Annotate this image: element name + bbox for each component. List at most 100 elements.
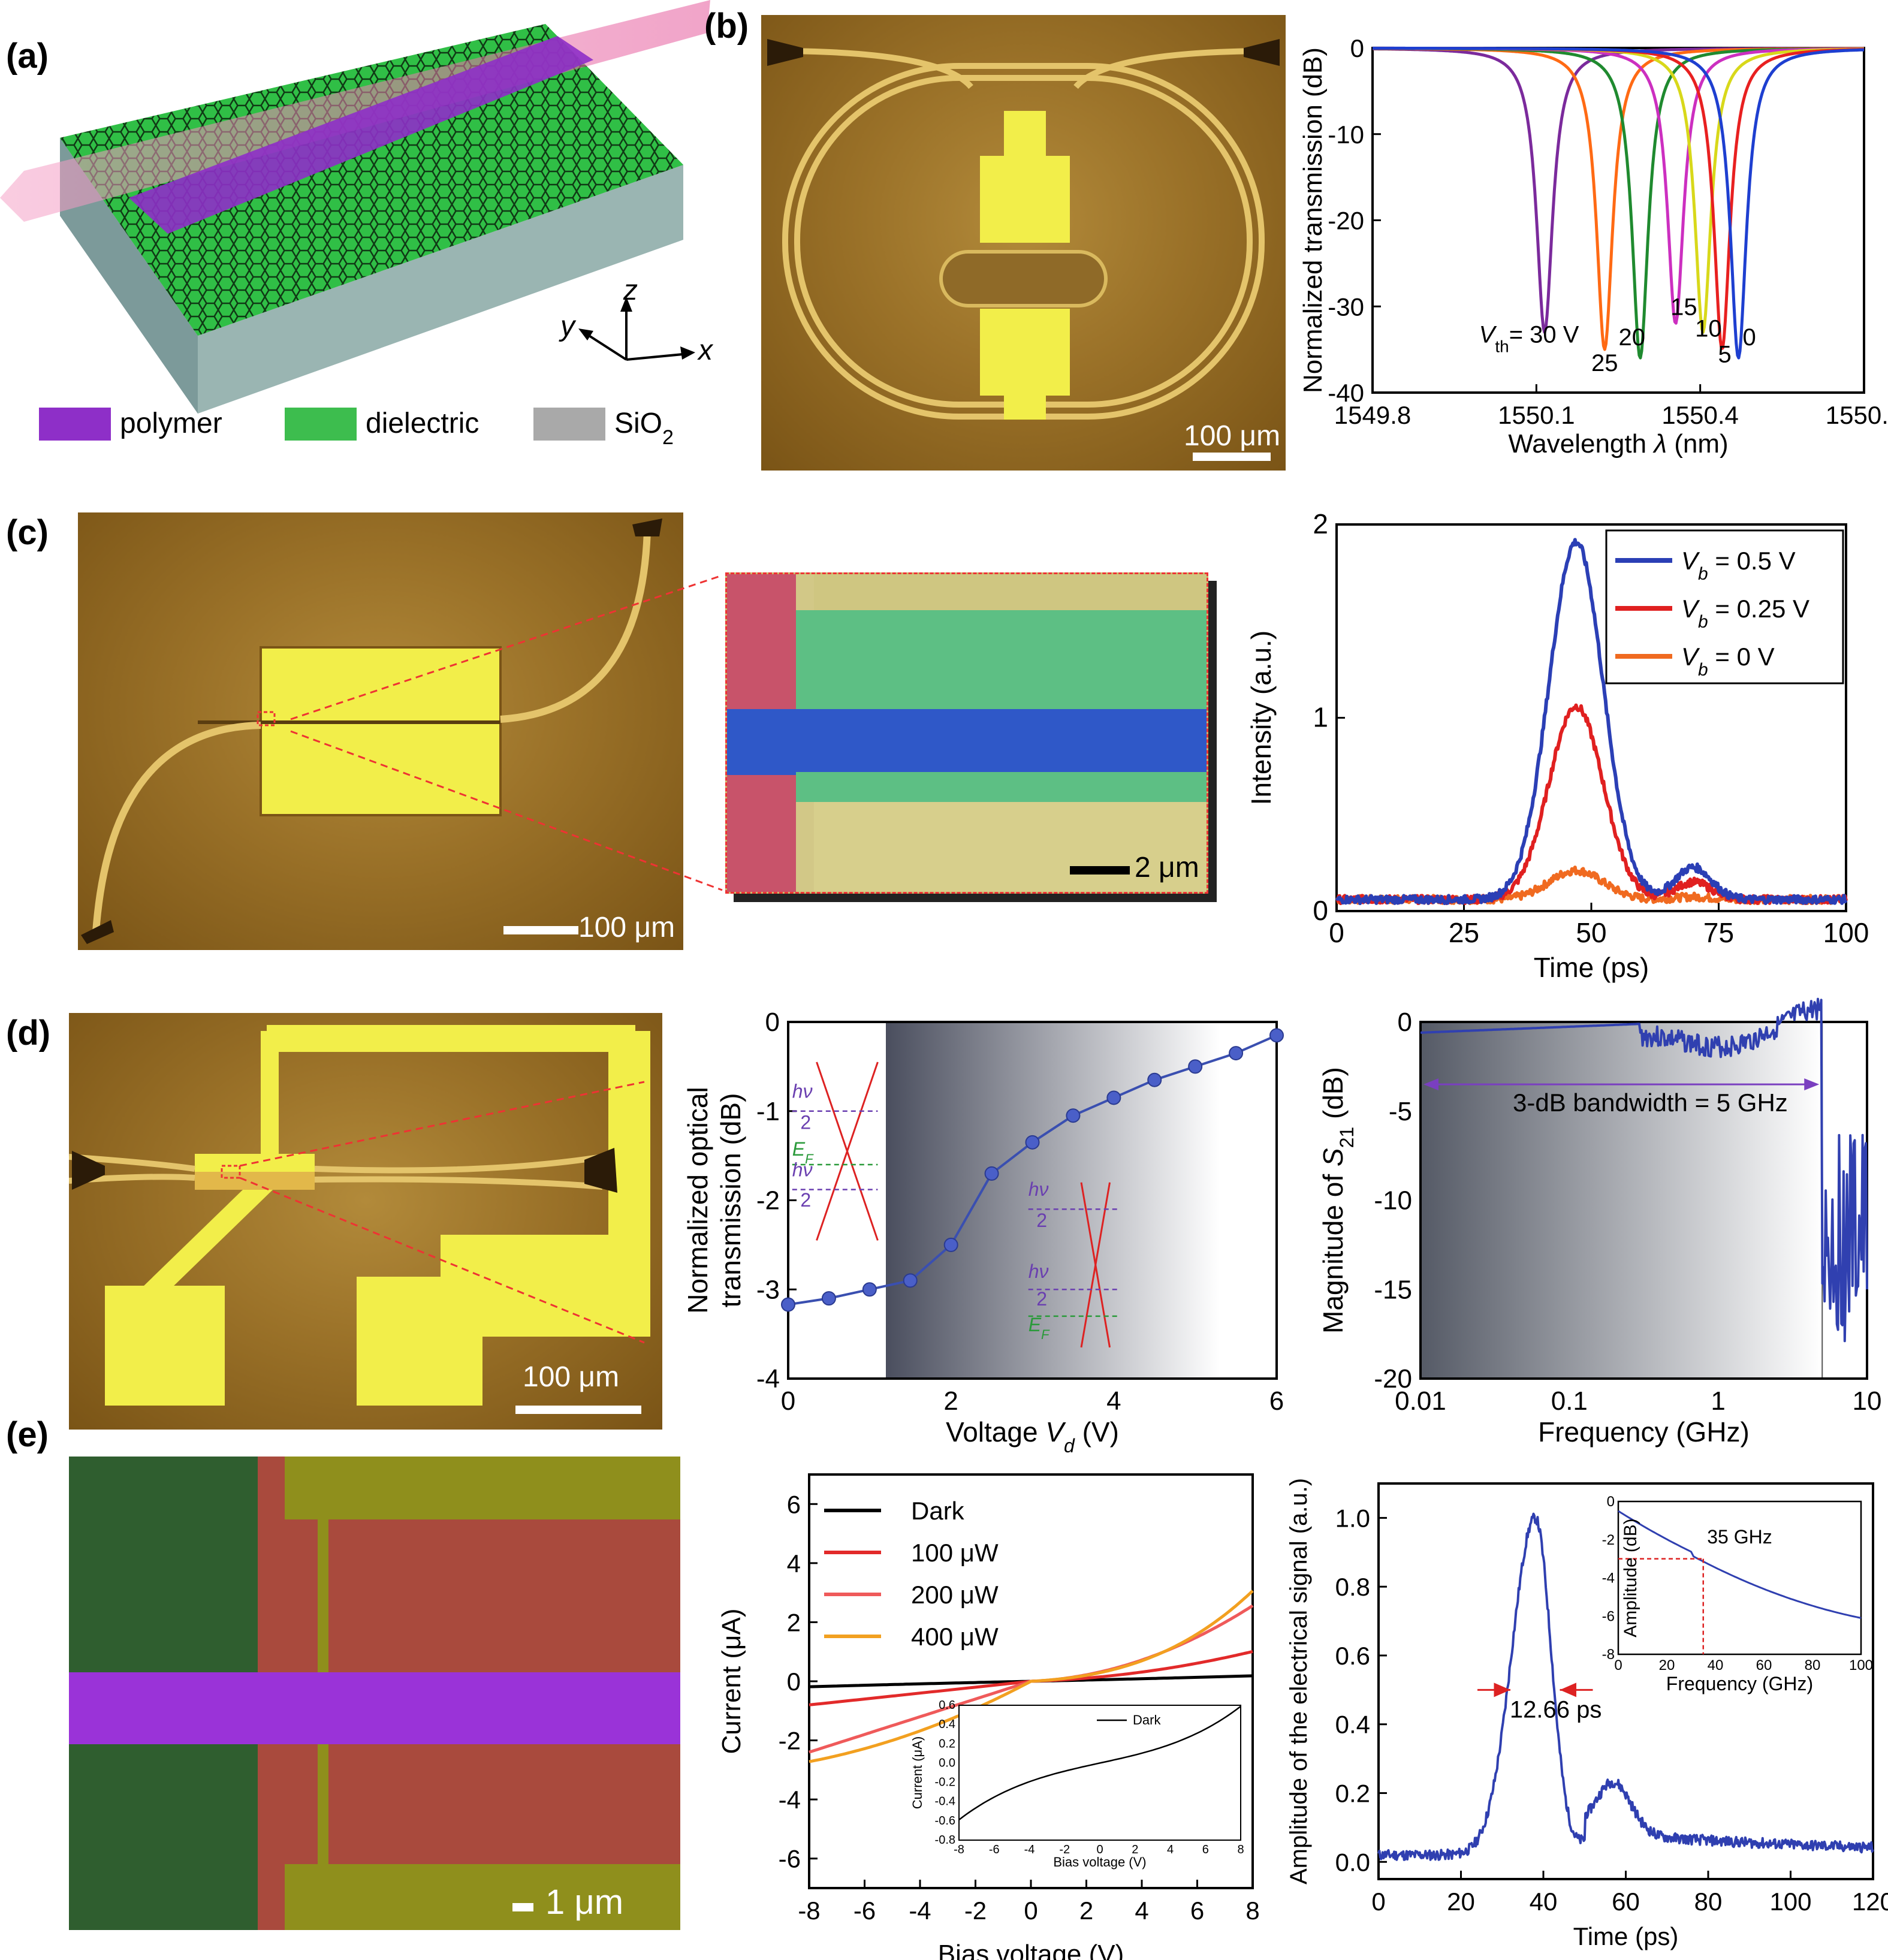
- inset-x-tick: 8: [1237, 1843, 1244, 1856]
- inset-x-tick: -4: [1024, 1843, 1035, 1856]
- y-axis-label: Current (μA): [717, 1609, 746, 1754]
- axis-x-label: x: [697, 334, 713, 366]
- x-tick-label: 80: [1694, 1887, 1723, 1916]
- curve-label: 25: [1591, 350, 1618, 376]
- inset-y-tick: 0.4: [939, 1718, 955, 1731]
- hv-label: hν: [792, 1080, 813, 1102]
- y-tick-label: -6: [779, 1845, 801, 1873]
- x-tick-label: 1550.7: [1826, 401, 1888, 429]
- inset-y-label: Current (μA): [910, 1736, 925, 1809]
- x-tick-label: -6: [853, 1896, 876, 1925]
- y-tick-label: 1.0: [1335, 1504, 1370, 1532]
- inset-x-tick: 60: [1756, 1657, 1772, 1673]
- panel-d-label: (d): [6, 1014, 51, 1053]
- y-tick-label: 0: [1398, 1008, 1412, 1037]
- inset-x-tick: -2: [1059, 1843, 1070, 1856]
- curve-label: 5: [1718, 342, 1732, 368]
- inset-x-tick: 4: [1167, 1843, 1174, 1856]
- inset-legend-label: Dark: [1133, 1712, 1161, 1727]
- y-tick-label: -20: [1374, 1364, 1412, 1394]
- x-tick-label: 2: [943, 1386, 958, 1416]
- panel-d-scalebar: [515, 1406, 641, 1414]
- y-tick-label: -10: [1328, 120, 1364, 149]
- y-tick-label: 0: [1313, 895, 1328, 926]
- x-tick-label: -4: [909, 1896, 931, 1925]
- y-tick-label: -1: [756, 1097, 780, 1126]
- legend-label: Vb = 0.5 V: [1681, 547, 1796, 584]
- x-tick-label: 1549.8: [1334, 401, 1411, 429]
- legend-polymer-swatch: [39, 408, 111, 441]
- data-point: [1188, 1059, 1203, 1074]
- transmission-curve-0: [1372, 46, 1865, 360]
- x-tick-label: 0.01: [1395, 1386, 1446, 1416]
- pulse-curve: [1335, 538, 1848, 906]
- x-tick-label: 6: [1269, 1386, 1284, 1416]
- inset-freq-curve: [1618, 1510, 1862, 1619]
- y-tick-label: 0.0: [1335, 1848, 1370, 1876]
- shaded-region: [1420, 1022, 1823, 1379]
- x-tick-label: -2: [964, 1896, 987, 1925]
- inset-x-tick: 80: [1805, 1657, 1821, 1673]
- x-tick-label: 0.1: [1551, 1386, 1588, 1416]
- x-axis-label: Time (ps): [1573, 1922, 1679, 1950]
- inset-y-tick: 0: [1607, 1494, 1615, 1510]
- panel-b-ring-micrograph: [761, 15, 1286, 471]
- legend-label: 200 μW: [911, 1581, 999, 1609]
- panel-e-scalebar: [512, 1903, 533, 1911]
- vth-label: Vth= 30 V: [1479, 322, 1579, 356]
- panel-c-device-micrograph: [78, 512, 683, 950]
- legend-label: Vb = 0.25 V: [1681, 595, 1809, 632]
- inset-x-tick: 20: [1659, 1657, 1675, 1673]
- y-tick-label: -2: [756, 1186, 780, 1216]
- x-tick-label: 100: [1769, 1887, 1811, 1916]
- panel-b-scale-label: 100 μm: [1184, 420, 1281, 452]
- axis-z-label: z: [623, 275, 638, 306]
- two-label: 2: [1036, 1210, 1047, 1231]
- panel-d-device-micrograph: [69, 1013, 662, 1430]
- panel-b-label: (b): [704, 7, 749, 46]
- legend-dielectric-swatch: [285, 408, 357, 441]
- curve-label: 20: [1619, 324, 1646, 351]
- y-tick-label: -10: [1374, 1186, 1412, 1216]
- x-tick-label: 20: [1447, 1887, 1475, 1916]
- y-tick-label: 0: [765, 1008, 780, 1037]
- s21-curve: [1420, 997, 1868, 1343]
- inset-y-tick: -0.8: [935, 1834, 955, 1847]
- dirac-line: [816, 1062, 879, 1241]
- y-tick-label: -40: [1328, 379, 1364, 407]
- arrow-head: [1804, 1078, 1820, 1091]
- y-tick-label: -20: [1328, 207, 1364, 235]
- x-tick-label: 10: [1853, 1386, 1882, 1416]
- y-axis-label: Normalized transmission (dB): [1298, 47, 1328, 393]
- y-tick-label: -4: [779, 1786, 801, 1814]
- fwhm-arrowhead: [1494, 1682, 1510, 1697]
- hv-label: hν: [792, 1159, 813, 1180]
- x-tick-label: 40: [1530, 1887, 1558, 1916]
- x-tick-label: 1: [1711, 1386, 1725, 1416]
- inset-y-tick: -6: [1602, 1608, 1615, 1624]
- data-point: [1269, 1028, 1284, 1043]
- x-tick-label: 120: [1852, 1887, 1888, 1916]
- two-label: 2: [800, 1189, 811, 1211]
- y-tick-label: 0: [1350, 34, 1364, 62]
- hv-label: hν: [1029, 1261, 1049, 1282]
- inset-y-tick: -2: [1602, 1532, 1615, 1548]
- ef-label: EF: [792, 1138, 814, 1166]
- x-tick-label: 100: [1823, 917, 1869, 948]
- y-tick-label: 1: [1313, 702, 1328, 733]
- legend-sio2-swatch: [533, 408, 605, 441]
- curve-label: 0: [1743, 324, 1756, 351]
- panel-a-device-schematic: z x y polymer dielectric SiO2: [0, 0, 713, 449]
- inset-x-tick: 2: [1132, 1843, 1138, 1856]
- y-axis-label: Intensity (a.u.): [1245, 631, 1277, 805]
- x-axis-label: Voltage Vd (V): [946, 1416, 1119, 1457]
- data-point: [781, 1297, 795, 1312]
- panel-c-zoom-sem: [725, 572, 1208, 894]
- panel-c-scale-label-2: 2 μm: [1135, 852, 1199, 883]
- y-axis-label: Amplitude of the electrical signal (a.u.…: [1286, 1478, 1312, 1884]
- panel-c-scale-label-100: 100 μm: [578, 912, 675, 943]
- x-tick-label: 0: [781, 1386, 795, 1416]
- data-point: [984, 1166, 999, 1181]
- ef-label: EF: [1029, 1314, 1050, 1342]
